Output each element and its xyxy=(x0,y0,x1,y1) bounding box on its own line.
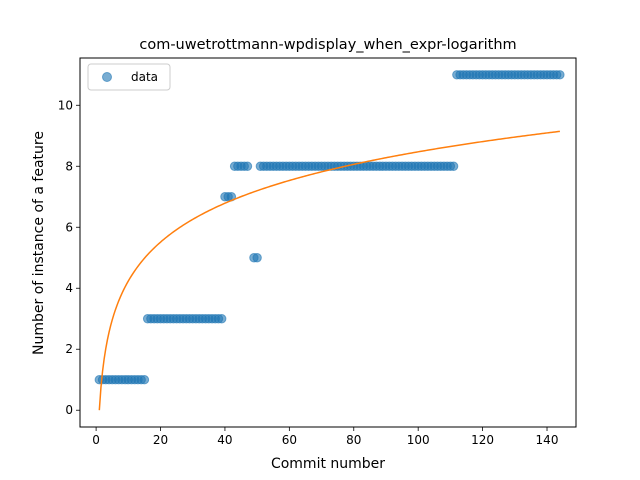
y-tick-label: 4 xyxy=(65,281,73,295)
x-axis-label: Commit number xyxy=(271,456,385,472)
y-axis-ticks: 0 2 4 6 8 10 xyxy=(58,98,80,417)
plot-area xyxy=(94,70,565,411)
y-tick-label: 6 xyxy=(65,220,73,234)
y-tick-label: 8 xyxy=(65,159,73,173)
data-point xyxy=(242,161,253,171)
legend: data xyxy=(87,63,171,91)
x-tick-label: 80 xyxy=(346,433,361,447)
y-tick-label: 2 xyxy=(65,342,73,356)
x-tick-label: 0 xyxy=(92,433,100,447)
x-tick-label: 140 xyxy=(536,433,559,447)
y-tick-label: 10 xyxy=(58,98,73,112)
data-point xyxy=(217,314,227,324)
legend-marker-data xyxy=(102,72,112,82)
data-point xyxy=(139,375,150,385)
data-point xyxy=(448,161,459,171)
legend-label-data: data xyxy=(131,70,158,84)
fit-line xyxy=(98,130,560,411)
legend-box xyxy=(87,63,171,91)
chart-title: com-uwetrottmann-wpdisplay_when_expr-log… xyxy=(139,37,516,53)
x-tick-label: 20 xyxy=(153,433,168,447)
y-axis-label: Number of instance of a feature xyxy=(31,131,47,355)
y-tick-label: 0 xyxy=(65,403,73,417)
data-point xyxy=(555,70,565,80)
plot-frame xyxy=(79,57,577,428)
x-tick-label: 60 xyxy=(282,433,297,447)
data-point xyxy=(252,253,262,263)
x-axis-ticks: 0 20 40 60 80 100 120 140 xyxy=(92,427,558,447)
x-tick-label: 40 xyxy=(217,433,232,447)
x-tick-label: 100 xyxy=(407,433,430,447)
x-tick-label: 120 xyxy=(471,433,494,447)
